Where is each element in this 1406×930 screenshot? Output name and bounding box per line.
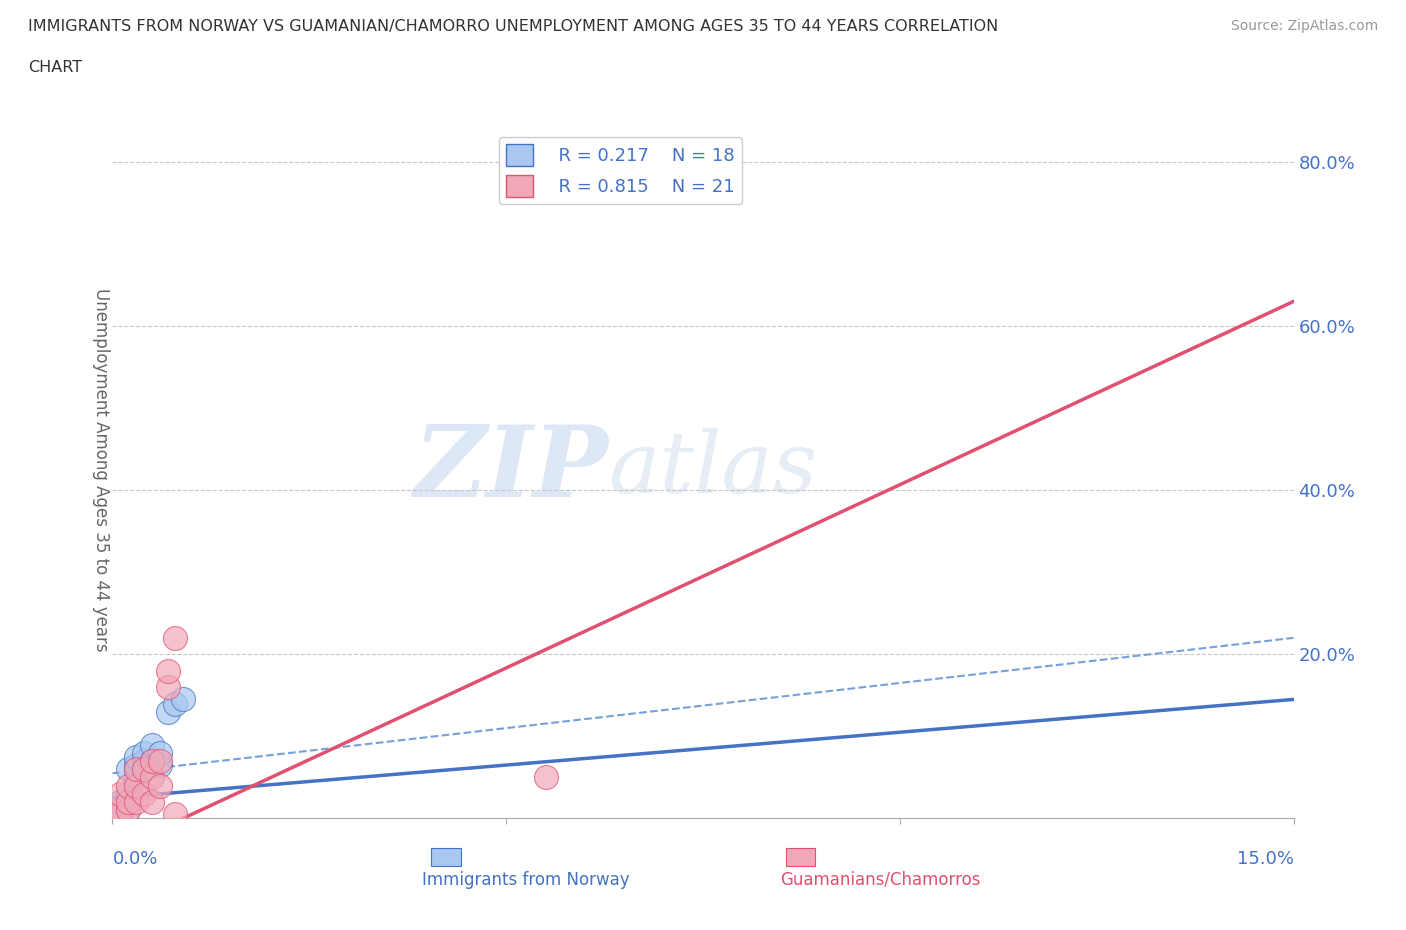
Point xyxy=(110,807,132,822)
Text: atlas: atlas xyxy=(609,429,818,511)
Point xyxy=(117,762,139,777)
Point xyxy=(117,787,139,802)
Point xyxy=(156,704,179,719)
Point xyxy=(149,753,172,768)
Y-axis label: Unemployment Among Ages 35 to 44 years: Unemployment Among Ages 35 to 44 years xyxy=(91,288,110,651)
Text: Guamanians/Chamorros: Guamanians/Chamorros xyxy=(780,870,980,889)
Point xyxy=(132,762,155,777)
Point xyxy=(125,750,148,764)
Point xyxy=(117,794,139,809)
Point xyxy=(149,758,172,773)
Point xyxy=(110,787,132,802)
Point xyxy=(125,778,148,793)
FancyBboxPatch shape xyxy=(432,848,461,866)
Point xyxy=(141,794,163,809)
FancyBboxPatch shape xyxy=(786,848,815,866)
Text: ZIP: ZIP xyxy=(413,421,609,518)
Point xyxy=(534,770,557,785)
Point xyxy=(110,807,132,822)
Point xyxy=(117,803,139,817)
Legend:   R = 0.217    N = 18,   R = 0.815    N = 21: R = 0.217 N = 18, R = 0.815 N = 21 xyxy=(499,137,742,205)
Point xyxy=(132,762,155,777)
Point xyxy=(125,762,148,777)
Point xyxy=(141,753,163,768)
Point xyxy=(149,778,172,793)
Point xyxy=(165,696,187,711)
Text: Immigrants from Norway: Immigrants from Norway xyxy=(422,870,630,889)
Point xyxy=(110,803,132,817)
Point xyxy=(141,753,163,768)
Point xyxy=(141,737,163,752)
Point xyxy=(125,758,148,773)
Point xyxy=(172,692,194,707)
Point xyxy=(132,745,155,760)
Point xyxy=(125,794,148,809)
Point xyxy=(125,770,148,785)
Point xyxy=(132,787,155,802)
Text: 15.0%: 15.0% xyxy=(1236,850,1294,868)
Point xyxy=(156,680,179,695)
Point xyxy=(156,663,179,678)
Text: Source: ZipAtlas.com: Source: ZipAtlas.com xyxy=(1230,19,1378,33)
Point xyxy=(149,745,172,760)
Point xyxy=(165,807,187,822)
Point xyxy=(110,794,132,809)
Point xyxy=(132,753,155,768)
Point xyxy=(141,770,163,785)
Point xyxy=(117,778,139,793)
Point xyxy=(117,803,139,817)
Text: CHART: CHART xyxy=(28,60,82,75)
Text: IMMIGRANTS FROM NORWAY VS GUAMANIAN/CHAMORRO UNEMPLOYMENT AMONG AGES 35 TO 44 YE: IMMIGRANTS FROM NORWAY VS GUAMANIAN/CHAM… xyxy=(28,19,998,33)
Text: 0.0%: 0.0% xyxy=(112,850,157,868)
Point xyxy=(165,631,187,645)
